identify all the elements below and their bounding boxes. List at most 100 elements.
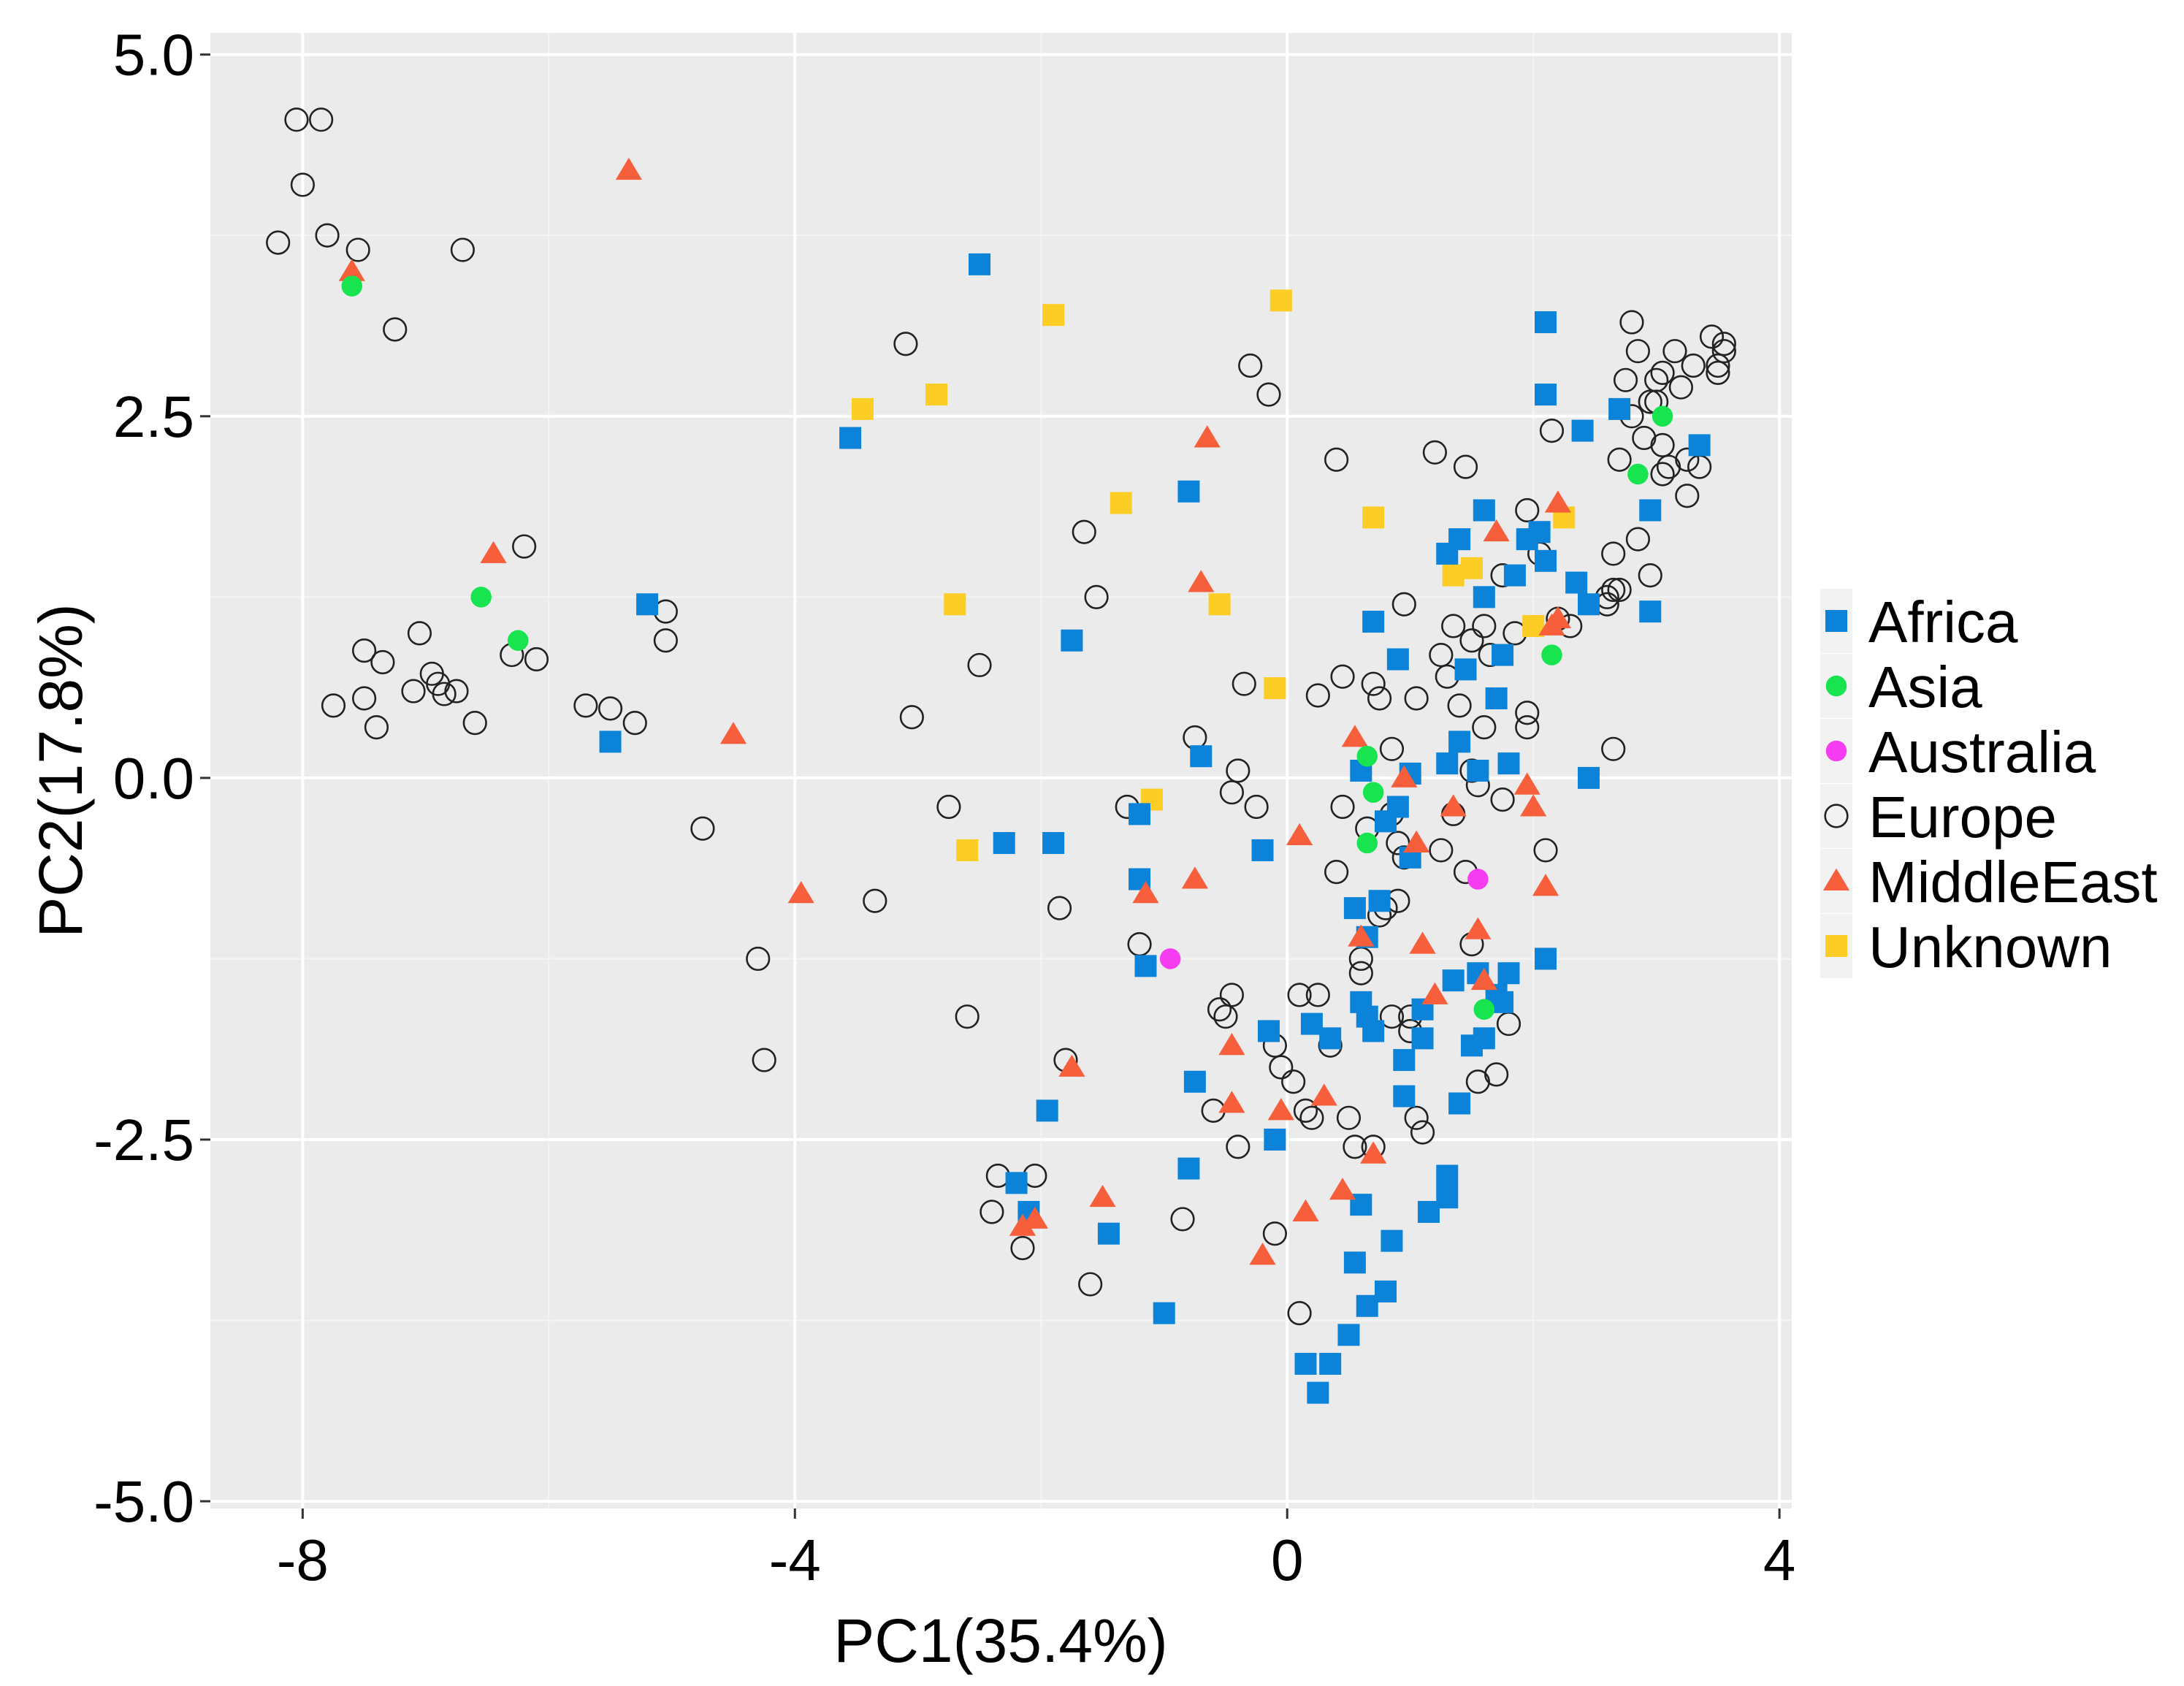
point-middleeast [1329,1178,1356,1200]
point-europe [1404,1105,1429,1130]
point-europe [597,696,623,721]
point-europe [1644,367,1669,392]
point-middleeast [1544,490,1571,513]
point-europe [1084,584,1109,609]
point-australia [1159,948,1181,969]
point-africa [1535,947,1557,970]
point-europe [1681,353,1706,378]
point-africa [1393,1085,1416,1107]
point-africa [1386,648,1409,671]
x-tick-label: -4 [769,1527,821,1592]
point-africa [1578,593,1600,616]
point-europe [899,705,924,730]
point-unknown [1460,557,1483,579]
point-europe [315,223,340,248]
x-axis-title: PC1(35.4%) [833,1606,1168,1675]
point-unknown [1269,289,1292,312]
point-middleeast [338,259,365,281]
point-europe [1515,497,1540,523]
point-africa [1436,752,1459,775]
point-europe [1453,454,1478,479]
point-europe [1391,592,1416,617]
point-unknown [1264,677,1286,700]
point-europe [1675,447,1700,472]
point-europe [1078,1272,1103,1297]
point-middleeast [1218,1033,1245,1056]
point-europe [1429,642,1454,668]
y-axis-title: PC2(17.8%) [26,603,95,938]
point-europe [1330,794,1355,820]
point-europe [1072,519,1096,544]
point-africa [1578,766,1600,789]
point-africa [1337,1324,1360,1346]
point-europe [1238,353,1263,378]
legend-label: Asia [1868,655,1982,720]
point-africa [1300,1012,1323,1035]
point-africa [839,427,862,449]
legend-item-asia: Asia [1820,654,1982,720]
point-africa [1639,499,1662,522]
point-europe [622,711,647,736]
x-tick-label: -8 [277,1527,329,1592]
point-unknown [1208,593,1231,616]
point-africa [1448,731,1471,753]
point-middleeast [1360,1141,1387,1164]
point-europe [432,682,457,706]
point-africa [1492,991,1514,1013]
point-europe [1170,1207,1195,1232]
point-europe [1459,628,1484,653]
point-africa [1454,658,1477,681]
data-points [266,107,1736,1404]
point-europe [1410,1120,1435,1145]
point-middleeast [1058,1054,1085,1077]
point-africa [1393,1049,1416,1072]
point-middleeast [1483,519,1510,542]
point-asia [470,587,492,608]
point-europe [1422,440,1448,465]
point-africa [969,253,991,275]
point-europe [1226,1134,1251,1159]
point-europe [1299,1105,1324,1130]
point-africa [1497,962,1520,985]
point-europe [1429,838,1454,863]
point-middleeast [1286,823,1313,846]
x-tick-label: 4 [1763,1527,1796,1592]
point-europe [1613,367,1638,392]
point-europe [746,946,771,972]
point-europe [462,711,487,736]
point-europe [1601,541,1626,566]
legend-key-middleeast [1822,868,1850,890]
legend-label: Unknown [1868,915,2112,980]
point-europe [1625,339,1650,364]
point-unknown [851,397,874,420]
point-unknown [944,593,966,616]
point-europe [893,332,918,356]
point-europe [1539,419,1565,443]
point-africa [1448,528,1471,551]
point-africa [1319,1352,1342,1375]
point-middleeast [1181,866,1208,889]
point-africa [1381,1229,1403,1252]
point-africa [1190,745,1213,768]
point-africa [1134,955,1157,977]
point-africa [1535,311,1557,334]
point-middleeast [787,881,814,904]
point-europe [1287,1301,1312,1326]
point-middleeast [1292,1199,1319,1221]
point-europe [1441,614,1466,638]
point-africa [993,832,1015,855]
series-middleeast [338,157,1571,1265]
legend-item-middleeast: MiddleEast [1820,849,2158,915]
point-europe [1324,447,1349,472]
series-unknown [851,289,1576,861]
point-middleeast [1267,1098,1294,1121]
point-africa [1129,803,1151,825]
point-europe [1343,1134,1367,1159]
point-africa [1492,644,1514,666]
point-middleeast [1218,1091,1245,1113]
point-europe [573,693,598,718]
point-asia [341,275,363,297]
point-asia [1473,999,1495,1021]
point-middleeast [1391,765,1418,787]
point-europe [1367,686,1392,711]
